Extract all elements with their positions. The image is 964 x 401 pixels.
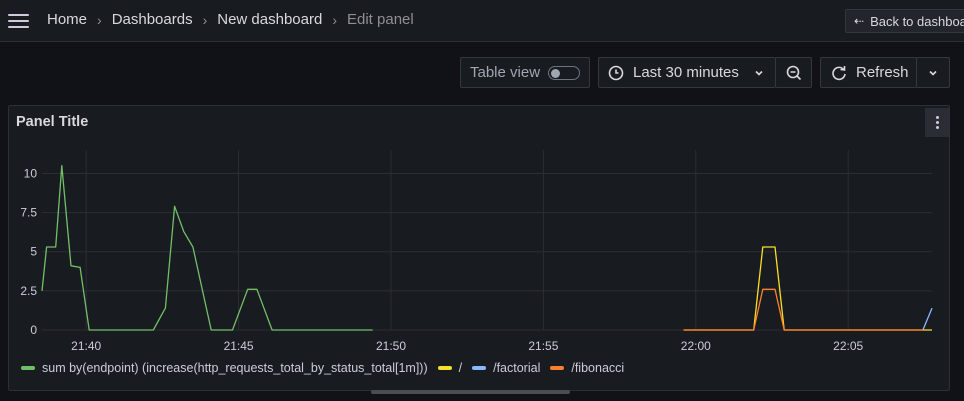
table-view-control: Table view [460, 57, 590, 88]
x-tick-label: 22:00 [681, 339, 711, 353]
arrow-left-icon: ⇠ [854, 14, 865, 28]
x-tick-label: 21:45 [224, 339, 254, 353]
clock-icon [608, 65, 624, 80]
chart-legend: sum by(endpoint) (increase(http_requests… [21, 361, 634, 375]
legend-label: /fibonacci [571, 361, 625, 375]
y-tick-label: 2.5 [20, 284, 37, 298]
y-tick-label: 0 [30, 323, 37, 337]
table-view-toggle[interactable] [548, 66, 580, 80]
legend-item[interactable]: /fibonacci [550, 361, 624, 375]
legend-swatch [472, 366, 487, 370]
legend-swatch [437, 366, 452, 370]
series-line-3 [683, 288, 923, 331]
legend-item[interactable]: /factorial [472, 361, 540, 375]
chevron-down-icon [755, 70, 763, 76]
panel-menu-icon[interactable] [925, 108, 949, 137]
panel-title: Panel Title [16, 114, 89, 130]
chevron-right-icon: › [332, 11, 337, 28]
y-tick-label: 5 [30, 245, 37, 259]
table-view-label: Table view [470, 64, 541, 81]
zoom-out-button[interactable] [775, 57, 812, 88]
refresh-button[interactable]: Refresh [820, 57, 917, 88]
horizontal-scrollbar[interactable] [371, 390, 570, 394]
refresh-label: Refresh [856, 64, 909, 81]
top-nav-bar: Home › Dashboards › New dashboard › Edit… [0, 0, 964, 42]
legend-swatch [550, 366, 565, 370]
hamburger-menu-icon[interactable] [8, 10, 30, 30]
series-line-2 [922, 307, 933, 331]
zoom-out-icon [786, 65, 801, 80]
breadcrumb-new-dashboard[interactable]: New dashboard [217, 11, 323, 28]
chevron-right-icon: › [202, 11, 208, 28]
x-tick-label: 21:40 [71, 339, 101, 353]
breadcrumb-dashboards[interactable]: Dashboards [111, 11, 193, 28]
legend-label: / [458, 361, 463, 375]
x-tick-label: 22:05 [833, 339, 863, 353]
y-tick-label: 7.5 [20, 206, 37, 220]
breadcrumb-home[interactable]: Home [47, 11, 88, 28]
breadcrumb: Home › Dashboards › New dashboard › Edit… [47, 11, 414, 28]
x-tick-label: 21:50 [376, 339, 406, 353]
chevron-down-icon [929, 70, 937, 76]
back-to-dashboard-label: Back to dashboard [870, 13, 964, 29]
time-range-label: Last 30 minutes [633, 64, 739, 81]
legend-label: /factorial [493, 361, 541, 375]
panel [8, 105, 950, 391]
x-tick-label: 21:55 [528, 339, 558, 353]
legend-label: sum by(endpoint) (increase(http_requests… [42, 361, 428, 375]
y-tick-label: 10 [24, 166, 38, 180]
legend-item[interactable]: sum by(endpoint) (increase(http_requests… [21, 361, 428, 375]
series-line-1 [683, 246, 932, 331]
refresh-interval-dropdown[interactable] [916, 57, 950, 88]
series-line-0 [41, 165, 373, 331]
back-to-dashboard-button[interactable]: ⇠ Back to dashboard [845, 9, 964, 33]
breadcrumb-edit-panel: Edit panel [347, 11, 414, 28]
refresh-icon [832, 65, 846, 80]
chevron-right-icon: › [97, 11, 102, 28]
legend-swatch [21, 366, 35, 370]
time-range-picker[interactable]: Last 30 minutes [598, 57, 776, 88]
legend-item[interactable]: / [437, 361, 463, 375]
